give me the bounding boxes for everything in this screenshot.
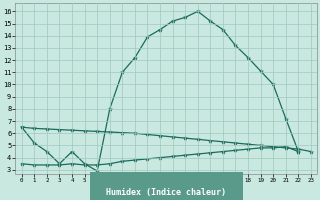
X-axis label: Humidex (Indice chaleur): Humidex (Indice chaleur) [106,188,226,197]
